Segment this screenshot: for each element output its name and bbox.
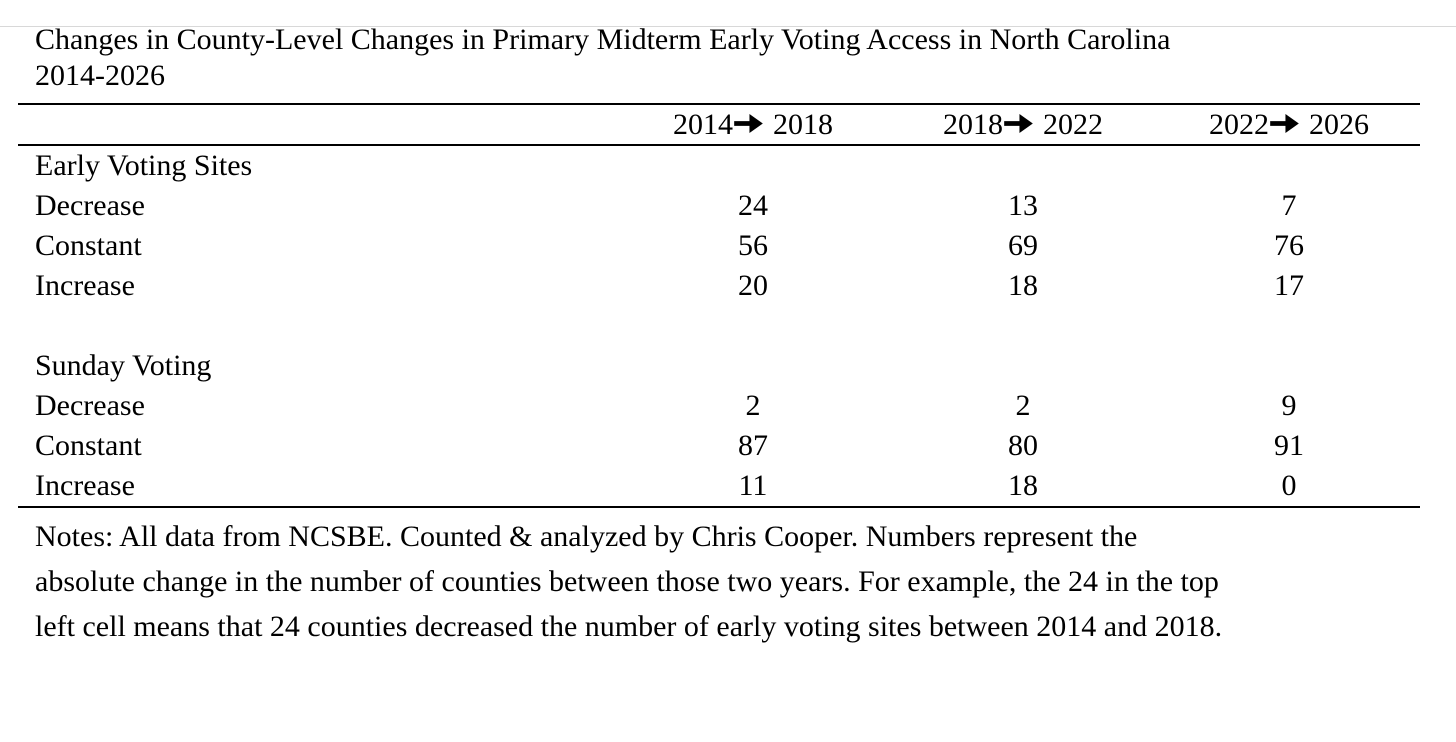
cell-value: 56 <box>738 229 768 262</box>
section-heading-sunday-voting: Sunday Voting <box>35 349 212 382</box>
row-label-constant: Constant <box>35 429 142 462</box>
cell-value: 76 <box>1274 229 1304 262</box>
arrow-right-icon <box>1270 113 1299 134</box>
table-title-line1: Changes in County-Level Changes in Prima… <box>35 23 1171 56</box>
row-label-constant: Constant <box>35 229 142 262</box>
header-year-from: 2014 <box>673 107 733 141</box>
cell-value: 24 <box>738 189 768 222</box>
cell-value: 13 <box>1008 189 1038 222</box>
table-title-line2: 2014-2026 <box>35 59 165 92</box>
notes-line-1: Notes: All data from NCSBE. Counted & an… <box>35 520 1138 553</box>
section-heading-row: Early Voting Sites <box>18 146 1420 186</box>
header-year-to: 2022 <box>1043 107 1103 141</box>
cell-value: 69 <box>1008 229 1038 262</box>
table-row: Increase 20 18 17 <box>18 266 1420 306</box>
row-label-increase: Increase <box>35 469 135 502</box>
data-table: 2014 2018 2018 2022 2022 2026 Early Voti… <box>18 103 1420 508</box>
header-year-from: 2022 <box>1209 107 1269 141</box>
cell-value: 2 <box>745 389 761 422</box>
cell-value: 0 <box>1281 469 1297 502</box>
header-year-from: 2018 <box>943 107 1003 141</box>
section-heading-row: Sunday Voting <box>18 346 1420 386</box>
cell-value: 11 <box>738 469 768 502</box>
notes-line-2: absolute change in the number of countie… <box>35 565 1219 598</box>
table-notes: Notes: All data from NCSBE. Counted & an… <box>18 514 1435 649</box>
notes-line-3: left cell means that 24 counties decreas… <box>35 610 1223 643</box>
cell-value: 87 <box>738 429 768 462</box>
table-row: Decrease 2 2 9 <box>18 386 1420 426</box>
row-label-decrease: Decrease <box>35 389 145 422</box>
table-row: Constant 56 69 76 <box>18 226 1420 266</box>
header-year-to: 2018 <box>773 107 833 141</box>
cell-value: 80 <box>1008 429 1038 462</box>
header-col-2022-2026: 2022 2026 <box>1158 108 1420 142</box>
cell-value: 18 <box>1008 269 1038 302</box>
row-label-decrease: Decrease <box>35 189 145 222</box>
cell-value: 18 <box>1008 469 1038 502</box>
row-label-increase: Increase <box>35 269 135 302</box>
table-row: Decrease 24 13 7 <box>18 186 1420 226</box>
header-col-2018-2022: 2018 2022 <box>888 108 1158 142</box>
table-title: Changes in County-Level Changes in Prima… <box>35 22 1416 94</box>
table-header-row: 2014 2018 2018 2022 2022 2026 <box>18 103 1420 146</box>
header-col-2014-2018: 2014 2018 <box>618 108 888 142</box>
cell-value: 17 <box>1274 269 1304 302</box>
arrow-right-icon <box>734 113 763 134</box>
section-spacer <box>18 306 1420 346</box>
table-row: Increase 11 18 0 <box>18 466 1420 506</box>
table-row: Constant 87 80 91 <box>18 426 1420 466</box>
cell-value: 9 <box>1281 389 1297 422</box>
cell-value: 7 <box>1281 189 1297 222</box>
cell-value: 20 <box>738 269 768 302</box>
cell-value: 2 <box>1015 389 1031 422</box>
cell-value: 91 <box>1274 429 1304 462</box>
section-heading-early-voting-sites: Early Voting Sites <box>35 149 253 182</box>
top-hairline-divider <box>0 26 1456 27</box>
header-year-to: 2026 <box>1309 107 1369 141</box>
arrow-right-icon <box>1004 113 1033 134</box>
